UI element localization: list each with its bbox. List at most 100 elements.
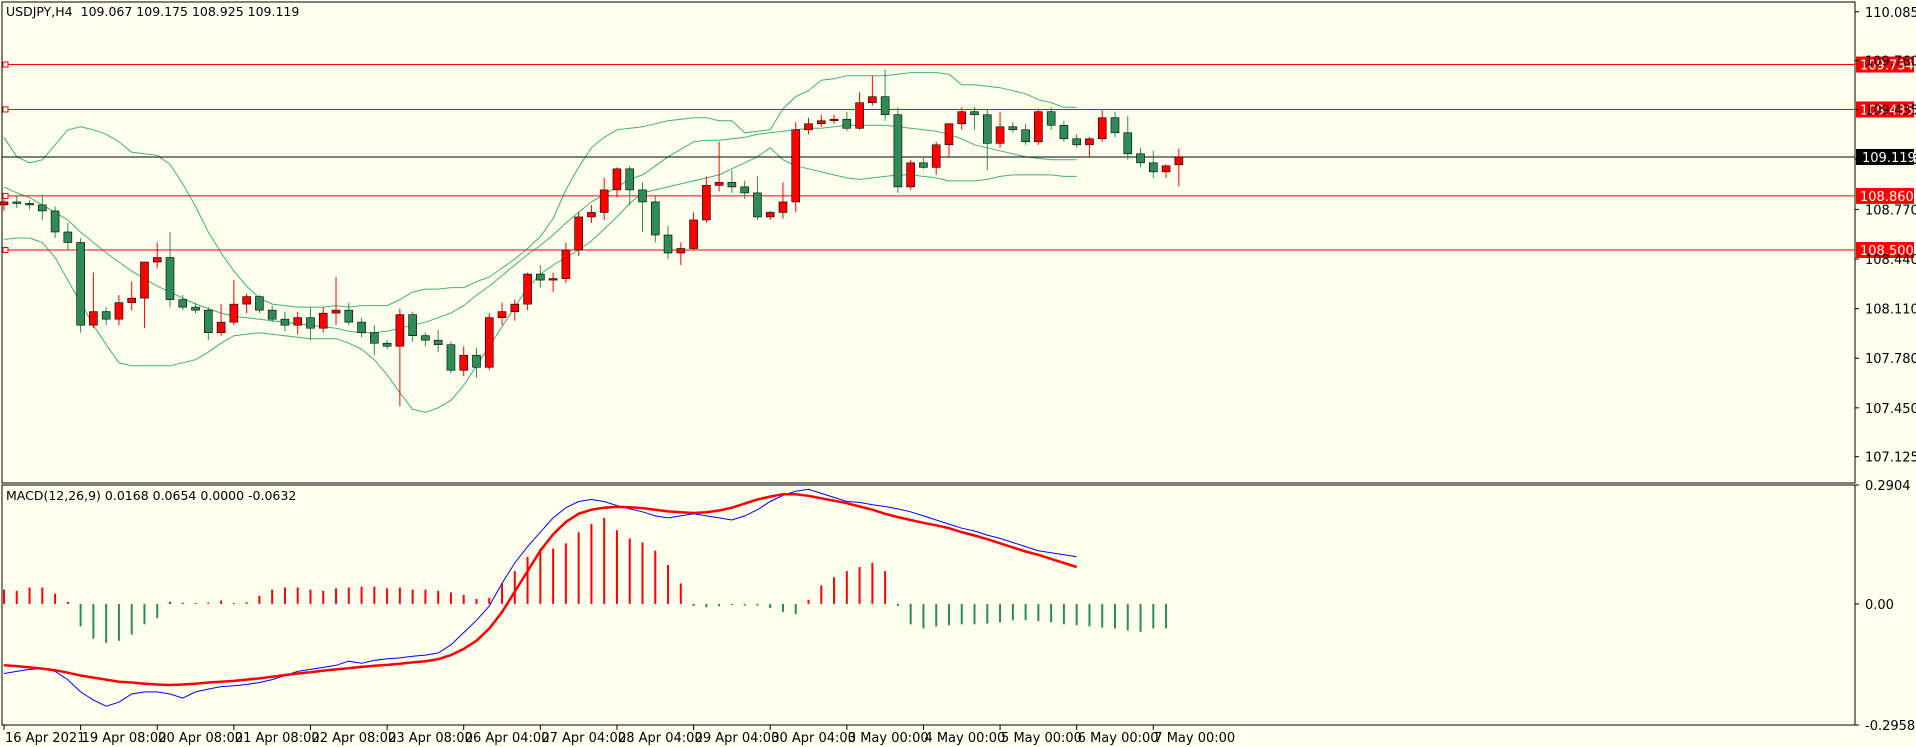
candle xyxy=(510,299,520,321)
candle-body-bear xyxy=(12,201,22,204)
candle-body-bull xyxy=(1097,117,1107,140)
candle xyxy=(76,237,85,333)
candle-body-bull xyxy=(1085,138,1094,146)
candle xyxy=(101,307,111,326)
y-tick-label: 108.770 xyxy=(1865,203,1916,218)
macd-histogram-bar xyxy=(1113,603,1116,629)
macd-histogram-bar xyxy=(28,587,31,604)
macd-histogram-bar xyxy=(92,603,95,639)
candle xyxy=(765,210,775,220)
macd-histogram-bar xyxy=(398,587,401,604)
candle xyxy=(255,295,264,314)
candle xyxy=(880,69,890,121)
candle xyxy=(357,317,366,338)
macd-histogram-bar xyxy=(347,587,350,604)
x-tick-label: 26 Apr 04:00 xyxy=(465,731,550,746)
candle xyxy=(931,141,941,175)
candle-body-bear xyxy=(433,339,443,346)
candle xyxy=(331,277,341,326)
macd-histogram-bar xyxy=(309,589,312,604)
x-tick-label: 20 Apr 08:00 xyxy=(158,731,243,746)
candle xyxy=(650,195,660,243)
candle-body-bull xyxy=(331,309,341,314)
price-level-handle[interactable] xyxy=(2,247,9,254)
x-tick-label: 27 Apr 04:00 xyxy=(541,731,626,746)
candle xyxy=(484,313,494,371)
candle-body-bear xyxy=(919,162,928,168)
candle-body-bear xyxy=(727,182,737,188)
price-level-label: 108.860 xyxy=(1860,190,1914,205)
macd-histogram-bar xyxy=(577,532,580,604)
main-pane xyxy=(1,1,1856,484)
macd-histogram-bar xyxy=(220,600,223,604)
macd-histogram-bar xyxy=(117,603,120,641)
candle xyxy=(140,261,149,329)
candle-body-bear xyxy=(1072,138,1081,146)
price-level-handle[interactable] xyxy=(2,192,9,199)
symbol-label: USDJPY,H4 xyxy=(6,4,73,19)
candle-body-bull xyxy=(229,303,239,323)
candle-body-bull xyxy=(395,314,405,347)
candle xyxy=(114,295,124,326)
ohlc-label: 109.067 109.175 108.925 109.119 xyxy=(81,4,300,19)
macd-histogram-bar xyxy=(449,592,452,604)
macd-histogram-bar xyxy=(283,587,286,604)
price-level-label: 109.435 xyxy=(1860,103,1914,118)
macd-histogram-bar xyxy=(373,586,376,604)
candle xyxy=(753,176,762,220)
macd-line xyxy=(3,488,1077,707)
candle-body-bear xyxy=(1021,129,1030,143)
candle xyxy=(1136,147,1145,168)
candle-body-bull xyxy=(89,311,98,326)
candle xyxy=(676,242,686,266)
candle-body-bull xyxy=(944,123,954,146)
candle-body-bull xyxy=(714,182,724,186)
x-tick-label: 7 May 00:00 xyxy=(1154,731,1235,746)
candle xyxy=(1110,111,1120,138)
price-level-label-box xyxy=(1856,56,1914,73)
candle-body-bull xyxy=(152,257,162,263)
candle-body-bull xyxy=(599,189,609,213)
candle xyxy=(395,308,405,407)
candle-body-bear xyxy=(25,203,34,206)
macd-histogram-bar xyxy=(1024,603,1027,621)
candle-body-bear xyxy=(446,344,456,371)
price-level-handle[interactable] xyxy=(2,106,9,113)
macd-y-tick-label: -0.2958 xyxy=(1865,719,1915,734)
candle xyxy=(165,231,175,308)
y-tick-label: 108.440 xyxy=(1865,253,1916,268)
candle xyxy=(561,242,571,284)
price-level-handle[interactable] xyxy=(2,61,9,68)
macd-histogram-bar xyxy=(79,603,82,627)
price-level-label-box xyxy=(1856,101,1914,118)
candle-body-bull xyxy=(574,216,583,251)
macd-histogram-bar xyxy=(232,603,235,605)
macd-histogram-bar xyxy=(922,603,925,629)
candle xyxy=(548,272,558,293)
macd-histogram-bar xyxy=(207,602,210,604)
x-tick-label: 16 Apr 2021 xyxy=(5,731,85,746)
candle xyxy=(433,329,443,353)
candle xyxy=(893,107,903,193)
x-tick-label: 19 Apr 08:00 xyxy=(82,731,167,746)
candle-body-bull xyxy=(1174,156,1184,166)
price-level-label-box xyxy=(1856,187,1914,204)
macd-histogram-bar xyxy=(705,603,708,608)
macd-y-tick-label: 0.2904 xyxy=(1865,479,1911,494)
macd-histogram-bar xyxy=(871,562,874,604)
x-tick-label: 4 May 00:00 xyxy=(924,731,1005,746)
candle-body-bear xyxy=(1046,111,1056,126)
candle xyxy=(293,311,303,335)
macd-histogram-bar xyxy=(794,603,797,615)
horizontal-levels xyxy=(2,61,1855,254)
candle xyxy=(191,302,200,314)
x-tick-label: 22 Apr 08:00 xyxy=(311,731,396,746)
macd-y-tick-label: 0.00 xyxy=(1865,598,1894,613)
candle xyxy=(689,212,698,251)
candle-body-bear xyxy=(880,96,890,116)
candle xyxy=(344,302,354,326)
macd-histogram-bar xyxy=(386,588,389,604)
macd-histogram-bar xyxy=(1050,603,1053,623)
candle-body-bull xyxy=(0,201,9,206)
candle xyxy=(370,325,379,356)
